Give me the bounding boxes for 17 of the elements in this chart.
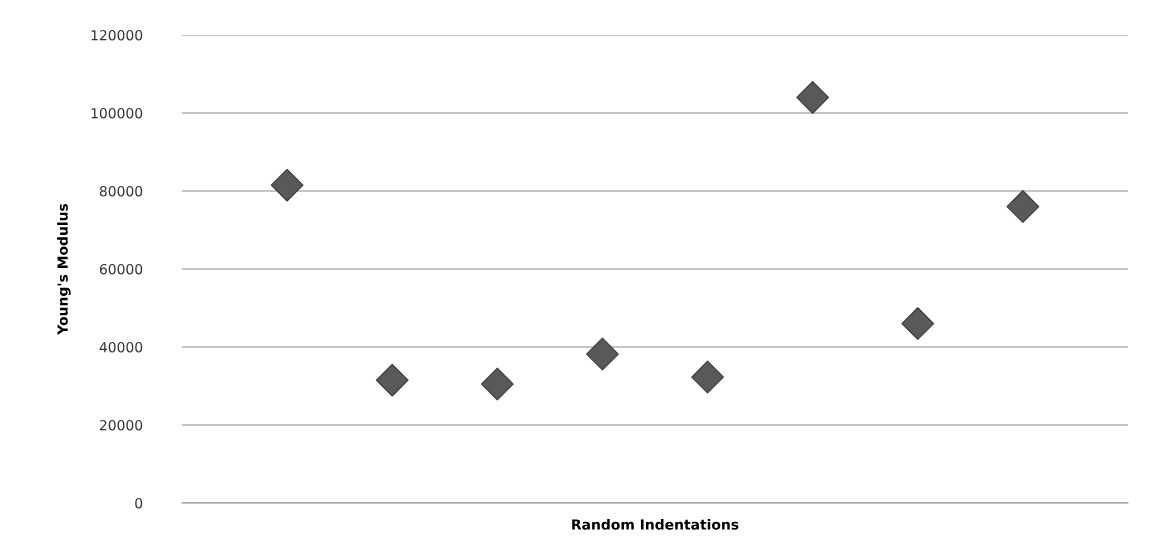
y-tick-label: 100000: [91, 107, 143, 119]
point: [586, 337, 619, 371]
y-tick-label: 60000: [99, 263, 143, 275]
y-axis-title: Young's Modulus: [57, 203, 71, 335]
point: [901, 307, 935, 340]
point: [1006, 190, 1040, 223]
point: [691, 360, 724, 394]
point: [375, 363, 409, 397]
point: [270, 168, 304, 202]
y-tick-label: 80000: [99, 185, 143, 197]
y-tick-label: 120000: [91, 29, 143, 41]
y-tick-label: 0: [135, 497, 143, 509]
point: [796, 81, 830, 114]
y-tick-label: 40000: [99, 341, 143, 353]
point: [480, 367, 514, 401]
x-axis-title: Random Indentations: [572, 518, 739, 530]
y-tick-label: 20000: [99, 419, 143, 431]
